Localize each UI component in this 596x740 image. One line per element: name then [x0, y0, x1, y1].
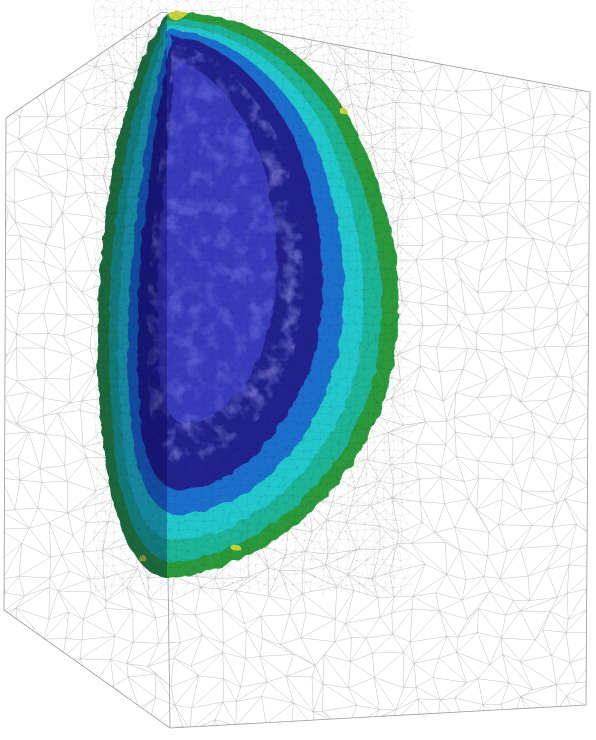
cut-plane-shadow	[97, 13, 167, 578]
contour-region	[97, 11, 399, 578]
mesh-lines	[92, 0, 414, 598]
mesh-box-edges	[3, 11, 591, 729]
contour-core	[157, 60, 277, 424]
contour-mesh-overlay	[92, 0, 414, 598]
